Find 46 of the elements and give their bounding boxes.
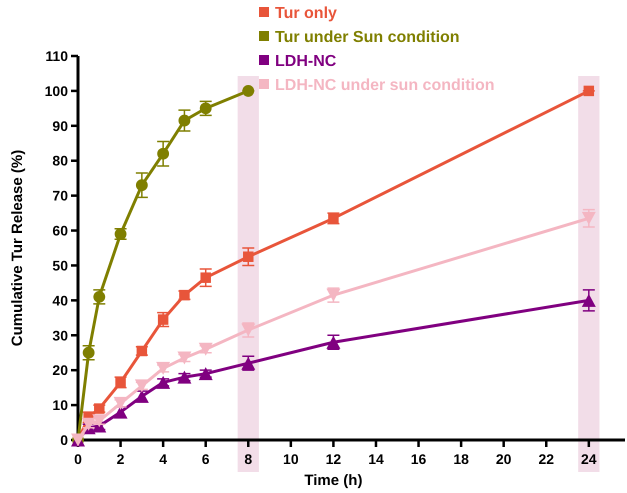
y-tick-label: 10 bbox=[52, 397, 68, 414]
point bbox=[177, 351, 192, 364]
y-tick-label: 60 bbox=[52, 222, 68, 239]
y-tick-label: 70 bbox=[52, 188, 68, 204]
legend-label: LDH-NC bbox=[275, 53, 337, 70]
point bbox=[157, 148, 170, 160]
point bbox=[177, 370, 192, 384]
x-tick-label: 16 bbox=[410, 451, 427, 467]
x-tick-label: 0 bbox=[74, 451, 82, 467]
y-tick-label: 90 bbox=[52, 118, 68, 134]
x-tick-label: 14 bbox=[368, 451, 384, 467]
y-tick-label: 30 bbox=[52, 327, 68, 344]
point bbox=[582, 294, 596, 307]
x-tick-label: 22 bbox=[538, 451, 554, 467]
x-tick-label: 18 bbox=[453, 451, 470, 467]
point bbox=[156, 376, 170, 389]
point bbox=[82, 418, 96, 431]
x-axis-title: Time (h) bbox=[304, 472, 362, 489]
y-tick-label: 80 bbox=[52, 152, 68, 169]
legend-label: LDH-NC under sun condition bbox=[275, 77, 495, 94]
x-tick-label: 10 bbox=[283, 451, 299, 467]
x-tick-label: 8 bbox=[244, 451, 252, 467]
point bbox=[114, 396, 128, 410]
y-tick-label: 110 bbox=[45, 48, 68, 64]
y-tick-label: 40 bbox=[52, 292, 68, 308]
y-tick-label: 20 bbox=[52, 362, 68, 378]
point bbox=[198, 342, 213, 356]
point bbox=[134, 379, 149, 392]
point bbox=[156, 362, 170, 375]
x-tick-label: 4 bbox=[159, 451, 168, 467]
x-tick-label: 6 bbox=[202, 451, 210, 467]
x-tick-label: 20 bbox=[496, 451, 512, 467]
point bbox=[198, 367, 213, 380]
y-tick-label: 100 bbox=[44, 82, 68, 99]
point bbox=[92, 414, 106, 428]
legend-label: Tur only bbox=[275, 5, 338, 22]
y-tick-label: 50 bbox=[52, 257, 68, 274]
point bbox=[136, 179, 148, 192]
x-tick-label: 24 bbox=[581, 451, 597, 467]
y-tick-label: 0 bbox=[60, 432, 68, 448]
x-tick-label: 12 bbox=[326, 451, 342, 467]
y-axis-title: Cumulative Tur Release (%) bbox=[9, 150, 26, 346]
x-tick-label: 2 bbox=[116, 451, 125, 467]
point bbox=[178, 114, 190, 126]
point bbox=[242, 85, 254, 97]
legend-label: Tur under Sun condition bbox=[275, 29, 460, 46]
